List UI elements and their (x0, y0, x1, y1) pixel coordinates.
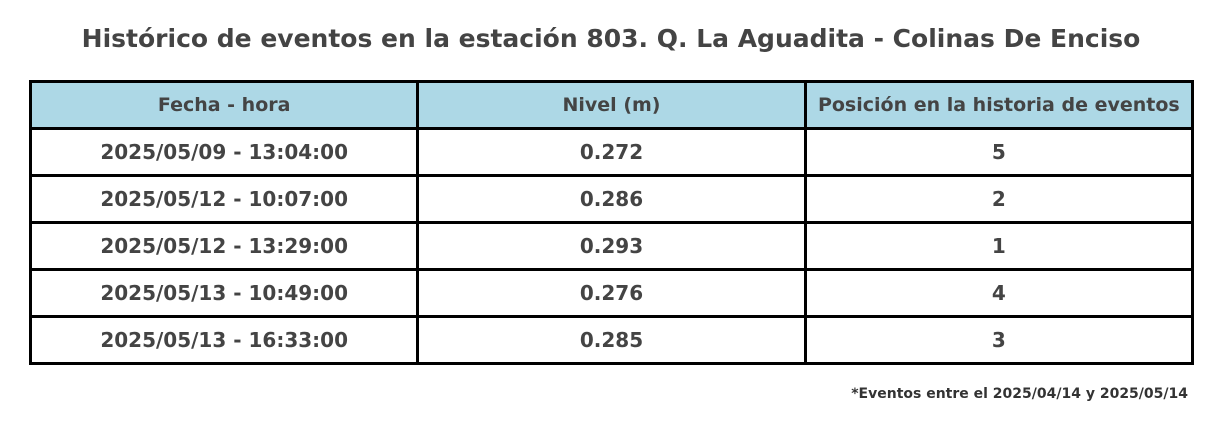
table-cell: 0.293 (416, 221, 807, 271)
column-header: Nivel (m) (416, 80, 807, 130)
table-cell: 2025/05/13 - 10:49:00 (28, 268, 420, 318)
footnote: *Eventos entre el 2025/04/14 y 2025/05/1… (851, 386, 1188, 402)
table-cell: 1 (803, 221, 1195, 271)
table-row: 2025/05/12 - 13:29:00 0.293 1 (28, 221, 1195, 271)
table-cell: 2 (803, 174, 1195, 224)
column-header: Posición en la historia de eventos (803, 80, 1195, 130)
title: Histórico de eventos en la estación 803.… (81, 24, 1141, 53)
table-row: 2025/05/12 - 10:07:00 0.286 2 (28, 174, 1195, 224)
table-body: 2025/05/09 - 13:04:00 0.272 5 2025/05/12 - … (28, 127, 1195, 365)
table-cell: 0.286 (416, 174, 807, 224)
table-cell: 0.276 (416, 268, 807, 318)
table-cell: 0.285 (416, 315, 807, 365)
table-cell: 5 (803, 127, 1195, 177)
events-table: Fecha - hora Nivel (m) Posición en la hist… (28, 80, 1195, 365)
table-cell: 2025/05/12 - 10:07:00 (28, 174, 420, 224)
header-row: Fecha - hora Nivel (m) Posición en la hist… (28, 80, 1195, 130)
table-cell: 3 (803, 315, 1195, 365)
table-row: 2025/05/09 - 13:04:00 0.272 5 (28, 127, 1195, 177)
table-cell: 2025/05/13 - 16:33:00 (28, 315, 420, 365)
table-row: 2025/05/13 - 10:49:00 0.276 4 (28, 268, 1195, 318)
table-cell: 2025/05/09 - 13:04:00 (28, 127, 420, 177)
table-cell: 0.272 (416, 127, 807, 177)
table-cell: 2025/05/12 - 13:29:00 (28, 221, 420, 271)
table-cell: 4 (803, 268, 1195, 318)
table-row: 2025/05/13 - 16:33:00 0.285 3 (28, 315, 1195, 365)
column-header: Fecha - hora (28, 80, 420, 130)
